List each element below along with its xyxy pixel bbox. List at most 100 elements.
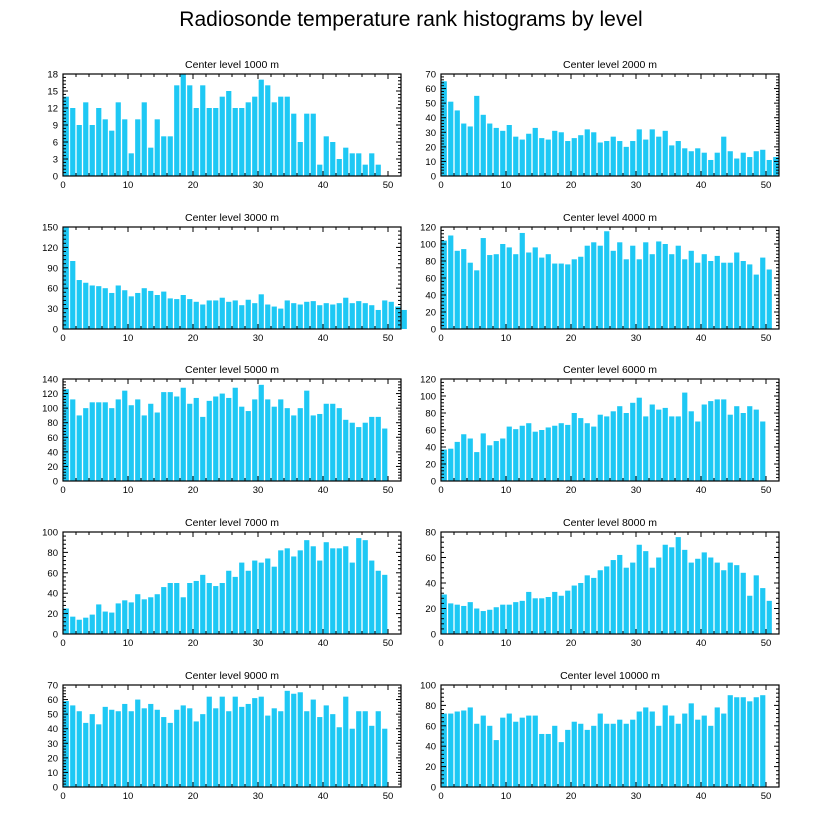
histogram-bar <box>675 537 681 634</box>
panel-title: Center level 8000 m <box>563 517 657 529</box>
histogram-bar <box>297 142 303 176</box>
histogram-bar <box>135 399 141 481</box>
histogram-bar <box>122 600 128 634</box>
histogram-bar <box>565 264 571 329</box>
histogram-bar <box>193 301 199 329</box>
histogram-bar <box>766 269 772 329</box>
histogram-bar <box>688 703 694 787</box>
histogram-bar <box>734 158 740 176</box>
histogram-bar <box>96 286 102 329</box>
histogram-bar <box>265 304 271 329</box>
histogram-bar <box>154 119 160 176</box>
x-tick-label: 0 <box>60 180 65 191</box>
y-tick-label: 0 <box>431 630 436 641</box>
y-tick-label: 0 <box>53 477 58 488</box>
histogram-bar <box>441 713 447 787</box>
histogram-bar <box>258 696 264 787</box>
x-tick-label: 20 <box>188 333 199 344</box>
histogram-bar <box>161 587 167 634</box>
histogram-bar <box>174 299 180 329</box>
histogram-bar <box>102 611 108 634</box>
y-tick-label: 60 <box>425 84 436 95</box>
histogram-bar <box>539 430 545 481</box>
y-tick-label: 40 <box>425 113 436 124</box>
histogram-bar <box>545 427 551 481</box>
x-tick-label: 30 <box>631 638 642 649</box>
histogram-bar <box>369 153 375 176</box>
histogram-bar <box>552 425 558 481</box>
y-tick-label: 20 <box>425 604 436 615</box>
y-tick-label: 15 <box>47 87 58 98</box>
histogram-bar <box>474 723 480 787</box>
histogram-bar <box>291 556 297 634</box>
histogram-bar <box>330 142 336 176</box>
histogram-bar <box>740 261 746 329</box>
histogram-bar <box>565 590 571 634</box>
histogram-bar <box>636 129 642 176</box>
x-tick-label: 10 <box>501 180 512 191</box>
histogram-bar <box>297 408 303 481</box>
histogram-bar <box>219 96 225 176</box>
histogram-bar <box>304 711 310 787</box>
histogram-bar <box>174 396 180 481</box>
histogram-bar <box>675 141 681 176</box>
histogram-bar <box>271 406 277 481</box>
histogram-bar <box>336 303 342 329</box>
x-tick-label: 40 <box>318 485 329 496</box>
histogram-bar <box>317 305 323 329</box>
y-tick-label: 80 <box>47 418 58 429</box>
y-tick-label: 120 <box>42 389 58 400</box>
histogram-bar <box>487 123 493 176</box>
histogram-bar <box>128 602 134 634</box>
x-tick-label: 30 <box>253 638 264 649</box>
histogram-bar <box>643 707 649 787</box>
histogram-bar <box>701 552 707 634</box>
histogram-bar <box>753 274 759 329</box>
histogram-bar <box>649 567 655 634</box>
histogram-bar <box>519 717 525 787</box>
histogram-bar <box>688 151 694 176</box>
x-tick-label: 40 <box>696 485 707 496</box>
histogram-bar <box>154 709 160 787</box>
histogram-bar <box>278 399 284 481</box>
histogram-bar <box>558 423 564 481</box>
histogram-bar <box>362 303 368 329</box>
histogram-bar <box>349 303 355 329</box>
histogram-bar <box>323 705 329 787</box>
histogram-bar <box>343 297 349 329</box>
histogram-bar <box>558 263 564 329</box>
y-tick-label: 0 <box>53 325 58 336</box>
histogram-bar <box>597 713 603 787</box>
histogram-bar <box>63 701 69 787</box>
histogram-bar <box>545 597 551 634</box>
histogram-bar <box>154 412 160 481</box>
x-tick-label: 50 <box>383 180 394 191</box>
histogram-bar <box>96 108 102 176</box>
histogram-bar <box>141 708 147 787</box>
histogram-bar <box>448 448 454 481</box>
y-tick-label: 80 <box>425 528 436 539</box>
y-tick-label: 60 <box>47 433 58 444</box>
histogram-bar <box>565 424 571 481</box>
histogram-bar <box>226 91 232 176</box>
histogram-bar <box>506 426 512 481</box>
y-tick-label: 100 <box>420 240 436 251</box>
histogram-panel: Center level 5000 m 0 10 20 30 40 50 0 20 40 60 80 1… <box>42 364 402 496</box>
histogram-bar <box>375 711 381 787</box>
y-tick-label: 100 <box>42 404 58 415</box>
histogram-bar <box>441 594 447 634</box>
histogram-bar <box>115 399 121 481</box>
histogram-bar <box>727 151 733 176</box>
y-tick-label: 0 <box>431 477 436 488</box>
y-tick-label: 120 <box>420 375 436 386</box>
histogram-bar <box>526 423 532 481</box>
x-tick-label: 50 <box>761 791 772 802</box>
histogram-bar <box>226 570 232 634</box>
histogram-bar <box>382 574 388 634</box>
x-tick-label: 30 <box>253 333 264 344</box>
y-tick-label: 0 <box>53 783 58 794</box>
histogram-bar <box>115 285 121 329</box>
histogram-bar <box>480 715 486 787</box>
histogram-bar <box>565 729 571 787</box>
x-tick-label: 0 <box>60 791 65 802</box>
